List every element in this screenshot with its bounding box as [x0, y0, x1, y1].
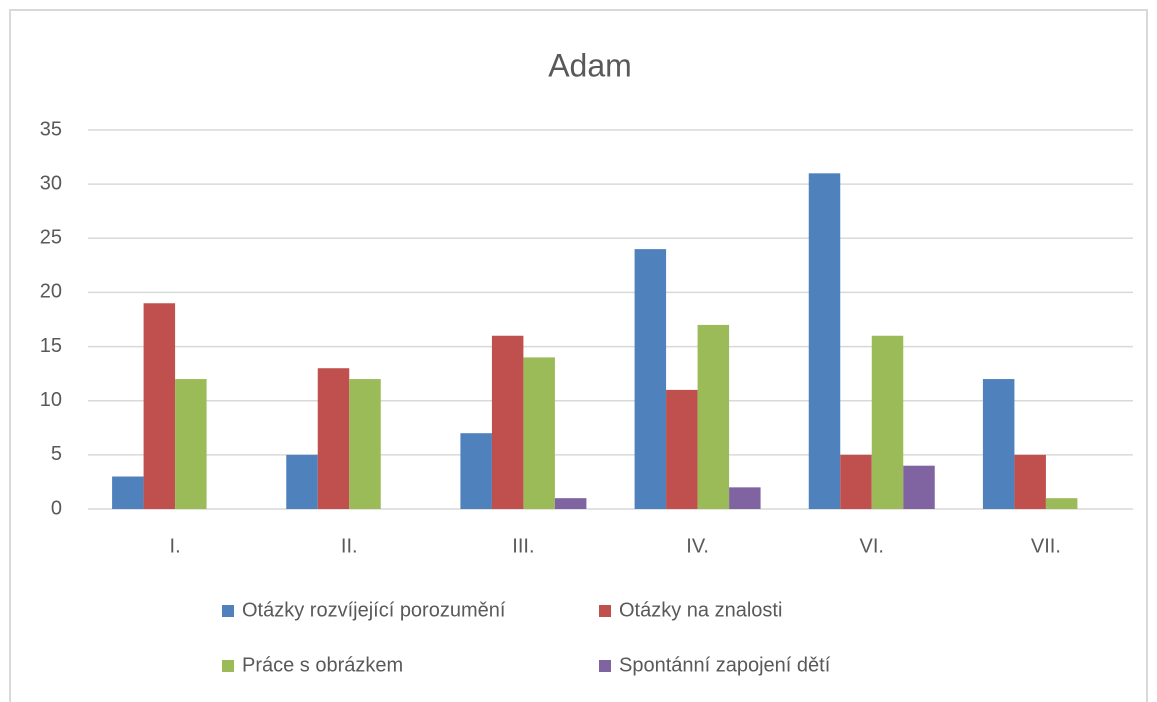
x-tick-label: VII.	[1031, 535, 1061, 557]
legend-swatch	[222, 660, 234, 672]
y-tick-label: 0	[51, 497, 62, 519]
bar	[808, 173, 841, 510]
bar	[666, 389, 698, 509]
bar	[523, 357, 555, 509]
bar	[840, 454, 872, 509]
y-tick-label: 25	[40, 227, 62, 249]
bar	[903, 465, 935, 509]
y-tick-label: 20	[40, 281, 62, 303]
y-tick-label: 35	[40, 118, 62, 140]
bar	[286, 454, 318, 509]
chart-title: Adam	[548, 47, 632, 83]
bar	[982, 379, 1015, 509]
bar	[729, 487, 761, 509]
bar	[317, 368, 350, 509]
chart-frame	[9, 9, 1148, 702]
x-tick-label: III.	[512, 535, 534, 557]
legend-label: Otázky rozvíjející porozumění	[242, 599, 506, 621]
x-tick-label: IV.	[686, 535, 709, 557]
bar	[1014, 454, 1046, 509]
x-tick-label: I.	[170, 535, 181, 557]
legend-swatch	[222, 605, 234, 617]
legend-label: Spontánní zapojení dětí	[619, 654, 831, 676]
legend-label: Práce s obrázkem	[242, 654, 403, 676]
bar	[112, 476, 144, 509]
bar	[634, 249, 667, 509]
y-tick-label: 30	[40, 172, 62, 194]
bar	[460, 433, 492, 509]
bar	[871, 335, 904, 509]
bar	[1045, 498, 1078, 509]
x-tick-label: VI.	[860, 535, 884, 557]
bar	[175, 379, 207, 509]
legend-label: Otázky na znalosti	[619, 599, 782, 621]
bar	[491, 335, 524, 509]
y-tick-label: 5	[51, 443, 62, 465]
bar	[143, 303, 176, 509]
legend-swatch	[599, 605, 611, 617]
y-tick-label: 10	[40, 389, 62, 411]
y-tick-label: 15	[40, 335, 62, 357]
x-tick-label: II.	[341, 535, 358, 557]
legend-swatch	[599, 660, 611, 672]
bar	[349, 379, 381, 509]
bar	[554, 498, 587, 509]
bar	[697, 324, 730, 509]
